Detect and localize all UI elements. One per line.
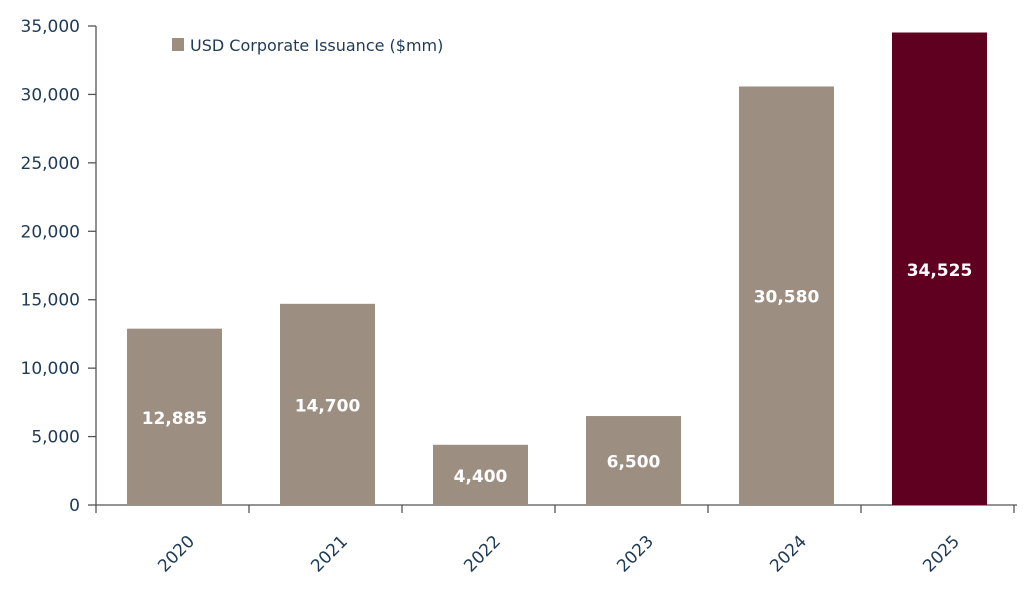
x-tick-label: 2025 (919, 532, 964, 577)
legend-label: USD Corporate Issuance ($mm) (190, 36, 443, 55)
y-tick-label: 35,000 (21, 17, 80, 37)
data-label-2020: 12,885 (142, 409, 208, 429)
x-tick-label: 2024 (766, 532, 811, 577)
bar-2023 (586, 416, 681, 505)
bars: 12,885 14,700 4,400 6,500 30,580 34,525 (127, 32, 987, 506)
y-tick-label: 0 (69, 496, 80, 516)
bar-2025 (892, 32, 987, 506)
y-tick-label: 30,000 (21, 85, 80, 105)
y-tick-label: 20,000 (21, 222, 80, 242)
x-axis: 2020 2021 2022 2023 2024 2025 (95, 504, 1017, 577)
legend: USD Corporate Issuance ($mm) (172, 36, 443, 55)
x-tick-label: 2022 (460, 532, 505, 577)
y-tick-label: 15,000 (21, 291, 80, 311)
y-tick-label: 10,000 (21, 359, 80, 379)
data-label-2024: 30,580 (754, 288, 820, 308)
x-tick-label: 2021 (307, 532, 352, 577)
x-tick-label: 2020 (154, 532, 199, 577)
bar-2020 (127, 328, 222, 505)
legend-swatch (172, 38, 184, 51)
x-tick-label: 2023 (613, 532, 658, 577)
y-axis: 0 5,000 10,000 15,000 20,000 25,000 30,000 35,0… (21, 17, 97, 516)
data-label-2025: 34,525 (907, 261, 973, 281)
bar-2021 (280, 303, 375, 505)
y-tick-label: 5,000 (31, 428, 80, 448)
bar-2022 (433, 444, 528, 505)
bar-2024 (739, 86, 834, 506)
y-tick-label: 25,000 (21, 154, 80, 174)
data-label-2021: 14,700 (295, 396, 361, 416)
data-label-2022: 4,400 (454, 467, 508, 487)
data-label-2023: 6,500 (607, 453, 661, 473)
